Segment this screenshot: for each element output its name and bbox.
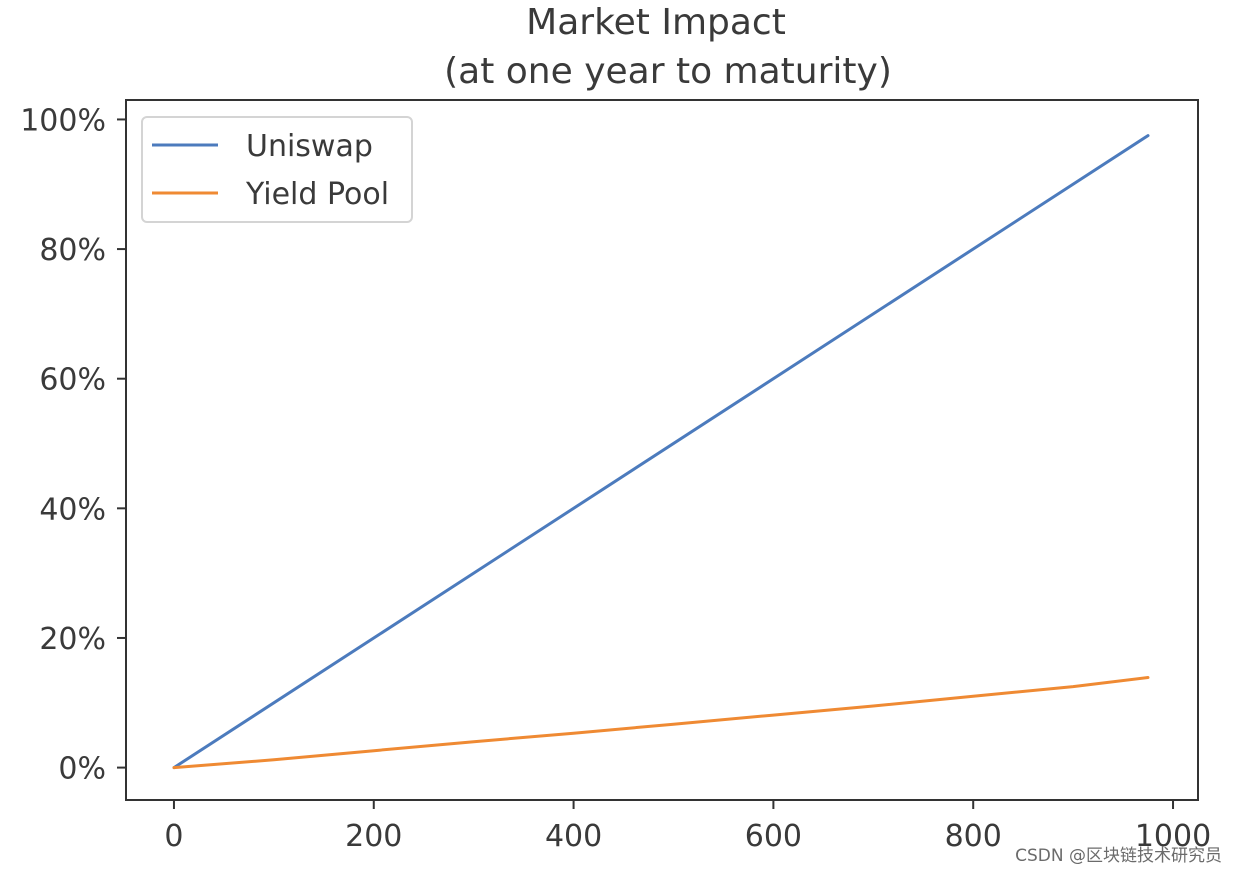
x-tick-label: 600: [745, 819, 802, 854]
plot-area: 0 200 400 600 800 1000 0% 20% 40% 60% 80% 100% Unisw…: [20, 99, 1211, 854]
y-tick-label: 100%: [20, 103, 106, 138]
x-tick-label: 0: [164, 819, 183, 854]
watermark: CSDN @区块链技术研究员: [1015, 846, 1222, 866]
legend-box: [141, 116, 413, 223]
x-tick-label: 1000: [1135, 819, 1211, 854]
x-tick-label: 200: [345, 819, 402, 854]
chart-title-line-2: (at one year to maturity): [444, 51, 892, 92]
chart-title-line-1: Market Impact: [526, 2, 786, 43]
x-tick-label: 400: [545, 819, 602, 854]
y-tick-label: 80%: [39, 233, 106, 268]
legend-label: Yield Pool: [245, 177, 389, 212]
chart-title: Market Impact (at one year to maturity): [444, 2, 892, 92]
y-tick-label: 60%: [39, 363, 106, 398]
y-tick-label: 0%: [58, 752, 106, 787]
plot-frame: [125, 99, 1199, 801]
y-tick-label: 20%: [39, 622, 106, 657]
y-tick-label: 40%: [39, 492, 106, 527]
series-line-uniswap: [172, 134, 1150, 770]
series-line-yield-pool: [172, 676, 1150, 770]
x-tick-label: 800: [945, 819, 1002, 854]
legend-label: Uniswap: [246, 129, 373, 164]
